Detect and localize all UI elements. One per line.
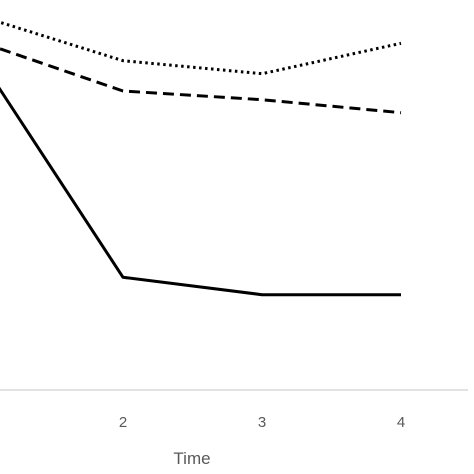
x-tick-label-3: 3 (258, 414, 266, 431)
series-line-dotted (0, 20, 402, 76)
series-layer (0, 20, 402, 297)
x-tick-label-4: 4 (397, 414, 405, 431)
series-line-solid (0, 86, 401, 297)
x-tick-label-2: 2 (119, 414, 127, 431)
series-line-dashed (0, 47, 402, 115)
x-tick-labels: 2 3 4 (119, 414, 405, 431)
x-axis-title: Time (173, 449, 210, 468)
